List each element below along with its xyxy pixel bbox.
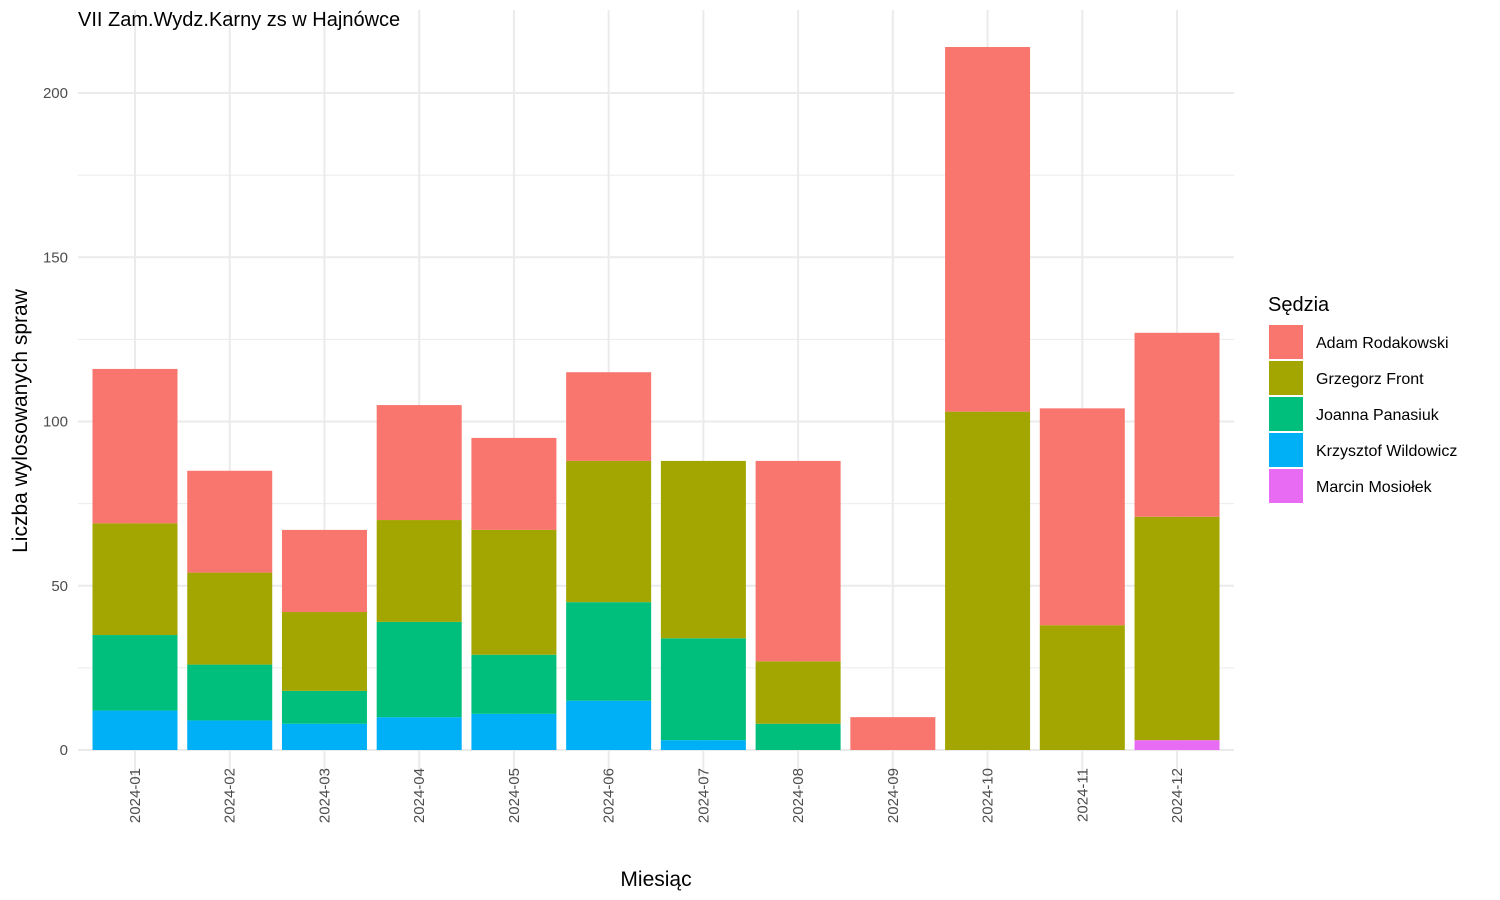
bar-segment <box>660 740 746 750</box>
x-tick-label: 2024-09 <box>885 768 902 823</box>
bar-segment <box>187 470 273 573</box>
legend-label: Grzegorz Front <box>1316 371 1424 388</box>
bar-segment <box>1039 625 1125 750</box>
x-tick-label: 2024-02 <box>222 768 239 823</box>
bar-segment <box>566 460 652 603</box>
x-axis-title: Miesiąc <box>620 868 691 891</box>
x-tick-label: 2024-05 <box>506 768 523 823</box>
x-tick-label: 2024-01 <box>127 768 144 823</box>
x-tick-label: 2024-03 <box>316 768 333 823</box>
bar-segment <box>281 690 367 724</box>
legend-swatch <box>1269 361 1303 395</box>
bar-segment <box>850 717 936 750</box>
legend-title: Sędzia <box>1268 294 1330 316</box>
bar-segment <box>1134 516 1220 741</box>
legend-swatch <box>1269 433 1303 467</box>
y-axis: 0 50 100 150 200 <box>43 85 68 759</box>
x-tick-label: 2024-06 <box>601 768 618 823</box>
x-tick-label: 2024-11 <box>1074 768 1091 822</box>
bar-segment <box>92 523 178 636</box>
bar-segment <box>376 520 462 622</box>
bar-segment <box>92 368 178 524</box>
y-tick-label: 50 <box>51 578 68 595</box>
bar-segment <box>945 47 1031 412</box>
bar-segment <box>566 602 652 701</box>
bar-segment <box>187 664 273 721</box>
bars <box>92 47 1220 750</box>
bar-segment <box>92 635 178 711</box>
x-tick-label: 2024-07 <box>695 768 712 823</box>
y-axis-title: Liczba wylosowanych spraw <box>9 288 32 553</box>
bar-segment <box>92 710 178 750</box>
bar-segment <box>471 654 557 714</box>
legend-label: Marcin Mosiołek <box>1316 479 1433 496</box>
bar-segment <box>281 723 367 750</box>
bar-segment <box>376 405 462 521</box>
legend-swatch <box>1269 469 1303 503</box>
bar-segment <box>1134 740 1220 750</box>
bar-segment <box>471 529 557 655</box>
legend-swatch <box>1269 325 1303 359</box>
legend-swatch <box>1269 397 1303 431</box>
legend-label: Adam Rodakowski <box>1316 335 1449 352</box>
x-axis: 2024-01 2024-02 2024-03 2024-04 2024-05 2024-… <box>127 768 1186 823</box>
bar-segment <box>755 460 841 662</box>
legend-label: Krzysztof Wildowicz <box>1316 443 1457 460</box>
x-tick-label: 2024-10 <box>980 768 997 823</box>
y-tick-label: 100 <box>43 414 68 431</box>
bar-segment <box>755 723 841 750</box>
bar-segment <box>281 529 367 613</box>
bar-segment <box>660 638 746 741</box>
bar-segment <box>566 700 652 750</box>
y-tick-label: 0 <box>60 742 68 759</box>
y-tick-label: 150 <box>43 249 68 266</box>
bar-segment <box>945 411 1031 750</box>
bar-segment <box>187 720 273 750</box>
bar-segment <box>376 717 462 750</box>
legend-label: Joanna Panasiuk <box>1316 407 1440 424</box>
legend: Sędzia Adam Rodakowski Grzegorz Front Joan… <box>1268 294 1457 503</box>
y-tick-label: 200 <box>43 85 68 102</box>
bar-segment <box>1039 408 1125 626</box>
bar-segment <box>281 612 367 691</box>
chart-title: VII Zam.Wydz.Karny zs w Hajnówce <box>78 9 400 31</box>
x-tick-label: 2024-04 <box>411 768 428 823</box>
bar-segment <box>471 713 557 750</box>
bar-segment <box>566 372 652 461</box>
x-tick-label: 2024-12 <box>1169 768 1186 823</box>
bar-segment <box>1134 332 1220 517</box>
bar-segment <box>471 437 557 530</box>
bar-segment <box>376 621 462 718</box>
bar-segment <box>755 661 841 724</box>
x-tick-label: 2024-08 <box>790 768 807 823</box>
bar-segment <box>187 572 273 665</box>
bar-segment <box>660 460 746 639</box>
